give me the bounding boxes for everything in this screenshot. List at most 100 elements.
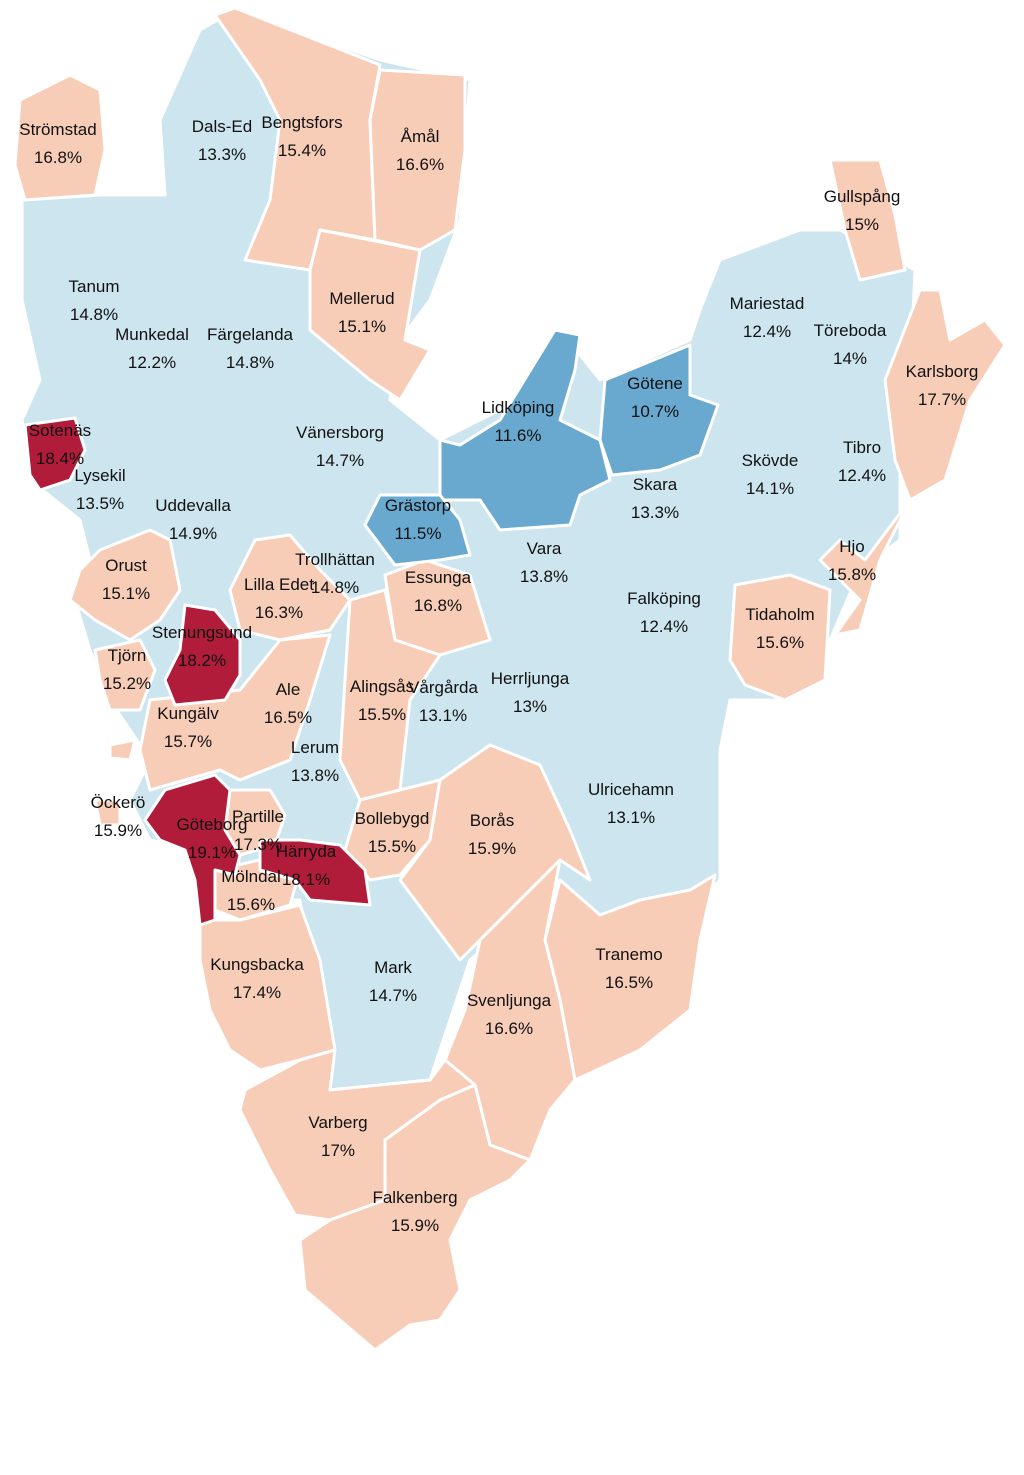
- label-tanum-name: Tanum: [68, 277, 119, 296]
- label-munkedal-name: Munkedal: [115, 325, 189, 344]
- label-sotenas-name: Sotenäs: [29, 421, 91, 440]
- label-falkoping-name: Falköping: [627, 589, 701, 608]
- label-vanersborg-name: Vänersborg: [296, 423, 384, 442]
- region-ale-kungalv: [138, 633, 332, 792]
- label-partille-name: Partille: [232, 807, 284, 826]
- label-hjo-value: 15.8%: [828, 565, 876, 584]
- label-essunga-value: 16.8%: [414, 596, 462, 615]
- label-karlsborg-name: Karlsborg: [906, 362, 979, 381]
- label-kungalv-name: Kungälv: [157, 704, 219, 723]
- region-tidaholm: [728, 573, 832, 702]
- region-falkenberg: [298, 1083, 532, 1352]
- municipality-labels: Strömstad 16.8% Dals-Ed 13.3% Bengtsfors 15.4…: [19, 113, 978, 1235]
- label-kungalv-value: 15.7%: [164, 732, 212, 751]
- region-goteborg: [143, 773, 242, 927]
- label-skovde-name: Skövde: [742, 451, 799, 470]
- label-munkedal-value: 12.2%: [128, 353, 176, 372]
- label-skara-name: Skara: [633, 475, 678, 494]
- label-bollebygd-name: Bollebygd: [355, 809, 430, 828]
- label-mariestad-name: Mariestad: [730, 294, 805, 313]
- label-mark-name: Mark: [374, 958, 412, 977]
- label-trollhattan-value: 14.8%: [311, 578, 359, 597]
- label-bollebygd-value: 15.5%: [368, 837, 416, 856]
- label-kungsbacka-name: Kungsbacka: [210, 955, 304, 974]
- label-harryda-value: 18.1%: [282, 870, 330, 889]
- label-mariestad-value: 12.4%: [743, 322, 791, 341]
- label-skovde-value: 14.1%: [746, 479, 794, 498]
- label-svenljunga-value: 16.6%: [485, 1019, 533, 1038]
- label-lillaedet-value: 16.3%: [255, 603, 303, 622]
- label-amal-value: 16.6%: [396, 155, 444, 174]
- label-goteborg-value: 19.1%: [188, 843, 236, 862]
- region-tjorn: [93, 638, 157, 712]
- region-sotenas: [23, 416, 87, 492]
- label-tidaholm-value: 15.6%: [756, 633, 804, 652]
- label-tidaholm-name: Tidaholm: [745, 605, 814, 624]
- region-hjo: [818, 498, 912, 637]
- label-vargarda-name: Vårgårda: [408, 678, 478, 697]
- label-orust-value: 15.1%: [102, 584, 150, 603]
- label-vara-name: Vara: [527, 539, 562, 558]
- label-grastorp-value: 11.5%: [395, 524, 442, 543]
- label-lidkoping-value: 11.6%: [495, 426, 542, 445]
- label-gullspang-value: 15%: [845, 215, 879, 234]
- region-stenungsund: [163, 603, 242, 707]
- region-karlsborg: [883, 288, 1007, 502]
- label-harryda-name: Härryda: [276, 842, 337, 861]
- label-kungsbacka-value: 17.4%: [233, 983, 281, 1002]
- label-bengtsfors-name: Bengtsfors: [261, 113, 342, 132]
- label-tjorn-name: Tjörn: [108, 646, 147, 665]
- label-falkenberg-name: Falkenberg: [372, 1188, 457, 1207]
- label-tranemo-name: Tranemo: [595, 945, 662, 964]
- label-vara-value: 13.8%: [520, 567, 568, 586]
- label-tranemo-value: 16.5%: [605, 973, 653, 992]
- label-alingsas-name: Alingsås: [350, 677, 414, 696]
- label-herrljunga-value: 13%: [513, 697, 547, 716]
- label-ockero-name: Öckerö: [91, 793, 146, 812]
- label-svenljunga-name: Svenljunga: [467, 991, 552, 1010]
- label-tibro-value: 12.4%: [838, 466, 886, 485]
- label-mark-value: 14.7%: [369, 986, 417, 1005]
- region-stromstad: [13, 73, 107, 202]
- label-gotene-name: Götene: [627, 374, 683, 393]
- label-orust-name: Orust: [105, 556, 147, 575]
- label-dalsed-value: 13.3%: [198, 145, 246, 164]
- label-molndal-value: 15.6%: [227, 895, 275, 914]
- label-stromstad-name: Strömstad: [19, 120, 96, 139]
- region-amal: [368, 68, 467, 252]
- label-uddevalla-name: Uddevalla: [155, 496, 231, 515]
- municipality-regions: [13, 6, 1007, 1352]
- label-lysekil-value: 13.5%: [76, 494, 124, 513]
- label-ale-value: 16.5%: [264, 708, 312, 727]
- label-falkoping-value: 12.4%: [640, 617, 688, 636]
- region-gullspang: [828, 158, 907, 282]
- label-grastorp-name: Grästorp: [385, 496, 451, 515]
- label-hjo-name: Hjo: [839, 537, 865, 556]
- label-ulricehamn-value: 13.1%: [607, 808, 655, 827]
- label-ockero-value: 15.9%: [94, 821, 142, 840]
- region-mellerud: [308, 228, 432, 402]
- label-gullspang-name: Gullspång: [824, 187, 901, 206]
- label-toreboda-name: Töreboda: [814, 321, 887, 340]
- label-goteborg-name: Göteborg: [177, 815, 248, 834]
- label-sotenas-value: 18.4%: [36, 449, 84, 468]
- label-lillaedet-name: Lilla Edet: [244, 575, 314, 594]
- region-svenljunga: [443, 858, 577, 1162]
- label-boras-name: Borås: [470, 811, 514, 830]
- label-stenungsund-value: 18.2%: [178, 651, 226, 670]
- label-tjorn-value: 15.2%: [103, 674, 151, 693]
- label-fargelanda-name: Färgelanda: [207, 325, 294, 344]
- label-partille-value: 17.3%: [234, 835, 282, 854]
- label-falkenberg-value: 15.9%: [391, 1216, 439, 1235]
- region-ockero: [93, 738, 137, 827]
- region-harryda: [258, 838, 372, 907]
- label-essunga-name: Essunga: [405, 568, 472, 587]
- region-alingsas: [338, 588, 442, 802]
- label-tanum-value: 14.8%: [70, 305, 118, 324]
- label-vanersborg-value: 14.7%: [316, 451, 364, 470]
- label-dalsed-name: Dals-Ed: [192, 117, 252, 136]
- label-varberg-name: Varberg: [308, 1113, 367, 1132]
- label-lysekil-name: Lysekil: [74, 466, 125, 485]
